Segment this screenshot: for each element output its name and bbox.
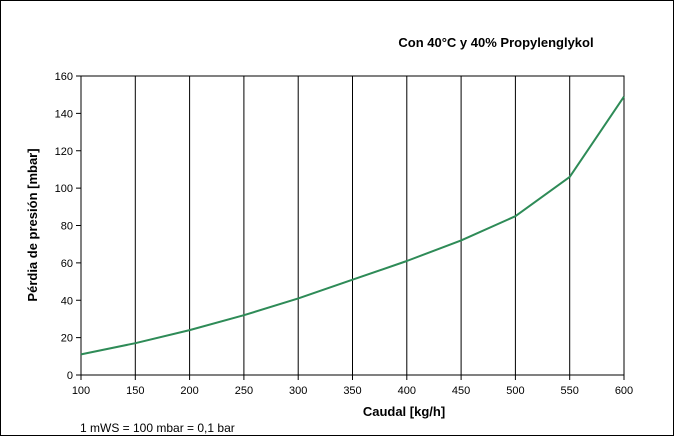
x-axis-title: Caudal [kg/h] [363, 404, 445, 419]
y-tick-label-6: 120 [55, 146, 73, 158]
y-tick-label-3: 60 [61, 258, 73, 270]
chart-title: Con 40°C y 40% Propylenglykol [398, 35, 593, 50]
series-layer [80, 96, 625, 356]
x-tick-label-0: 100 [72, 385, 90, 397]
x-tick-label-9: 550 [561, 385, 579, 397]
y-tick-label-0: 0 [67, 370, 73, 382]
x-tick-label-3: 250 [235, 385, 253, 397]
series-line-0 [80, 96, 625, 356]
x-tick-label-8: 500 [506, 385, 524, 397]
x-tick-label-5: 350 [343, 385, 361, 397]
unit-note: 1 mWS = 100 mbar = 0,1 bar [80, 421, 235, 435]
y-tick-label-4: 80 [61, 221, 73, 233]
x-tick-label-6: 400 [398, 385, 416, 397]
y-tick-label-5: 100 [55, 183, 73, 195]
grid-layer [134, 76, 571, 375]
x-tick-label-4: 300 [289, 385, 307, 397]
x-tick-label-2: 200 [180, 385, 198, 397]
x-tick-label-7: 450 [452, 385, 470, 397]
axis-layer: 100 150 200 250 300 350 400 450 500 550 600 0 20 40 60… [55, 71, 634, 397]
y-tick-label-1: 20 [61, 333, 73, 345]
x-tick-label-10: 600 [615, 385, 633, 397]
x-tick-label-1: 150 [126, 385, 144, 397]
y-tick-label-2: 40 [61, 295, 73, 307]
y-tick-label-7: 140 [55, 108, 73, 120]
y-tick-label-8: 160 [55, 71, 73, 83]
y-axis-title: Pérdia de presión [mbar] [25, 148, 40, 301]
